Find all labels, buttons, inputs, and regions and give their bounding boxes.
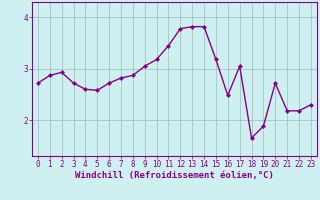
X-axis label: Windchill (Refroidissement éolien,°C): Windchill (Refroidissement éolien,°C) bbox=[75, 171, 274, 180]
